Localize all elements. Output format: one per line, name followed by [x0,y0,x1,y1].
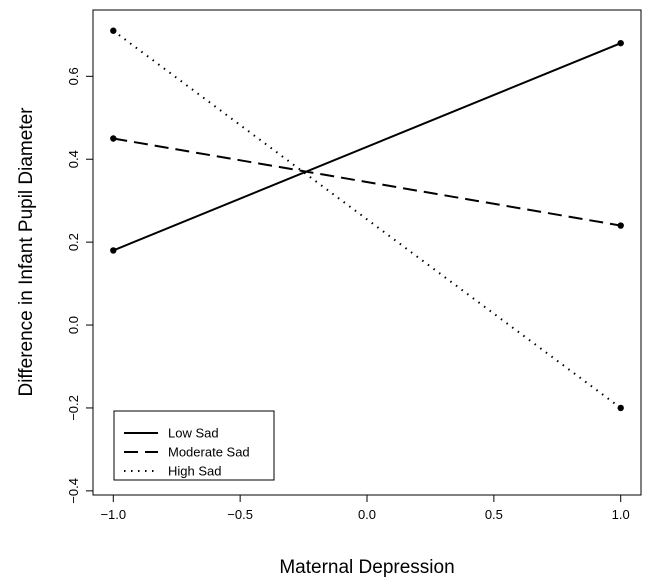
x-tick-label: −1.0 [100,507,126,522]
data-point [110,27,117,34]
series-line-1 [113,137,621,227]
y-tick-label: 0.2 [66,233,81,251]
y-axis: −0.4 −0.2 0.0 0.2 0.4 0.6 [66,67,93,504]
data-point [110,135,117,142]
series-layer [110,27,624,412]
y-tick-label: 0.4 [66,150,81,168]
y-axis-title: Difference in Infant Pupil Diameter [16,107,37,397]
y-tick-label: 0.6 [66,67,81,85]
x-tick-label: 0.0 [358,507,376,522]
data-point [617,39,624,47]
series-line-0 [112,42,622,252]
y-tick-label: −0.2 [66,395,81,421]
legend: Low Sad Moderate Sad High Sad [113,410,275,481]
y-tick-label: 0.0 [66,316,81,334]
x-axis-title: Maternal Depression [279,557,454,578]
series-line-2 [112,29,622,409]
data-point [617,404,624,412]
x-tick-label: 0.5 [485,507,503,522]
x-tick-label: 1.0 [612,507,630,522]
y-tick-label: −0.4 [66,478,81,504]
data-point [110,247,117,254]
legend-box [113,410,275,481]
x-axis: −1.0 −0.5 0.0 0.5 1.0 [100,495,630,522]
x-tick-label: −0.5 [227,507,253,522]
legend-label: Low Sad [168,426,219,441]
legend-label: Moderate Sad [168,445,250,460]
legend-label: High Sad [168,464,221,479]
data-point [617,222,624,229]
